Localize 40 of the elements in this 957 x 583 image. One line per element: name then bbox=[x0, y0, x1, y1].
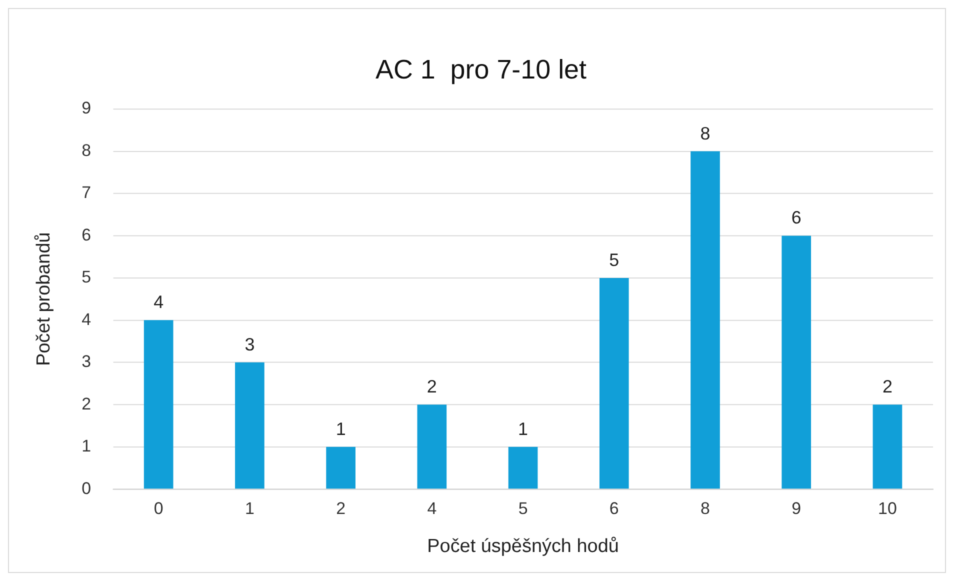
y-tick-label: 3 bbox=[82, 352, 92, 372]
x-tick-label: 0 bbox=[154, 498, 164, 518]
data-label: 5 bbox=[609, 250, 620, 270]
y-tick-label: 9 bbox=[82, 98, 92, 118]
x-tick-label: 10 bbox=[878, 498, 897, 518]
bar bbox=[144, 320, 174, 489]
data-label: 2 bbox=[426, 376, 437, 397]
bar bbox=[782, 236, 812, 489]
y-tick-label: 1 bbox=[82, 436, 92, 456]
y-tick-label: 8 bbox=[82, 140, 92, 160]
y-tick-label: 4 bbox=[82, 310, 92, 329]
x-axis-title: Počet úspěšných hodů bbox=[427, 536, 619, 557]
bar bbox=[508, 446, 538, 489]
y-tick-label: 5 bbox=[82, 268, 92, 287]
chart-title: AC 1 pro 7-10 let bbox=[375, 54, 588, 84]
data-label: 1 bbox=[518, 418, 528, 439]
x-tick-label: 1 bbox=[244, 498, 254, 518]
bar bbox=[235, 362, 264, 489]
y-tick-label: 2 bbox=[82, 394, 92, 414]
bar bbox=[690, 151, 720, 489]
data-label: 4 bbox=[154, 292, 164, 312]
data-label: 3 bbox=[244, 334, 255, 354]
x-tick-label: 4 bbox=[427, 498, 437, 518]
x-tick-label: 6 bbox=[609, 498, 619, 518]
bar bbox=[326, 446, 356, 489]
y-tick-label: 6 bbox=[82, 225, 92, 244]
x-tick-label: 9 bbox=[792, 498, 802, 518]
x-tick-label: 2 bbox=[336, 498, 346, 518]
bar bbox=[417, 404, 447, 489]
data-label: 6 bbox=[791, 208, 802, 228]
data-label: 8 bbox=[700, 123, 710, 144]
bar bbox=[599, 278, 629, 489]
data-label: 1 bbox=[336, 418, 346, 439]
y-axis-title: Počet probandů bbox=[34, 232, 55, 366]
data-label: 2 bbox=[882, 376, 892, 397]
x-tick-label: 5 bbox=[518, 498, 528, 518]
y-tick-label: 0 bbox=[82, 478, 92, 498]
y-tick-label: 7 bbox=[82, 183, 92, 202]
bar bbox=[872, 404, 902, 489]
x-tick-label: 8 bbox=[700, 498, 710, 518]
